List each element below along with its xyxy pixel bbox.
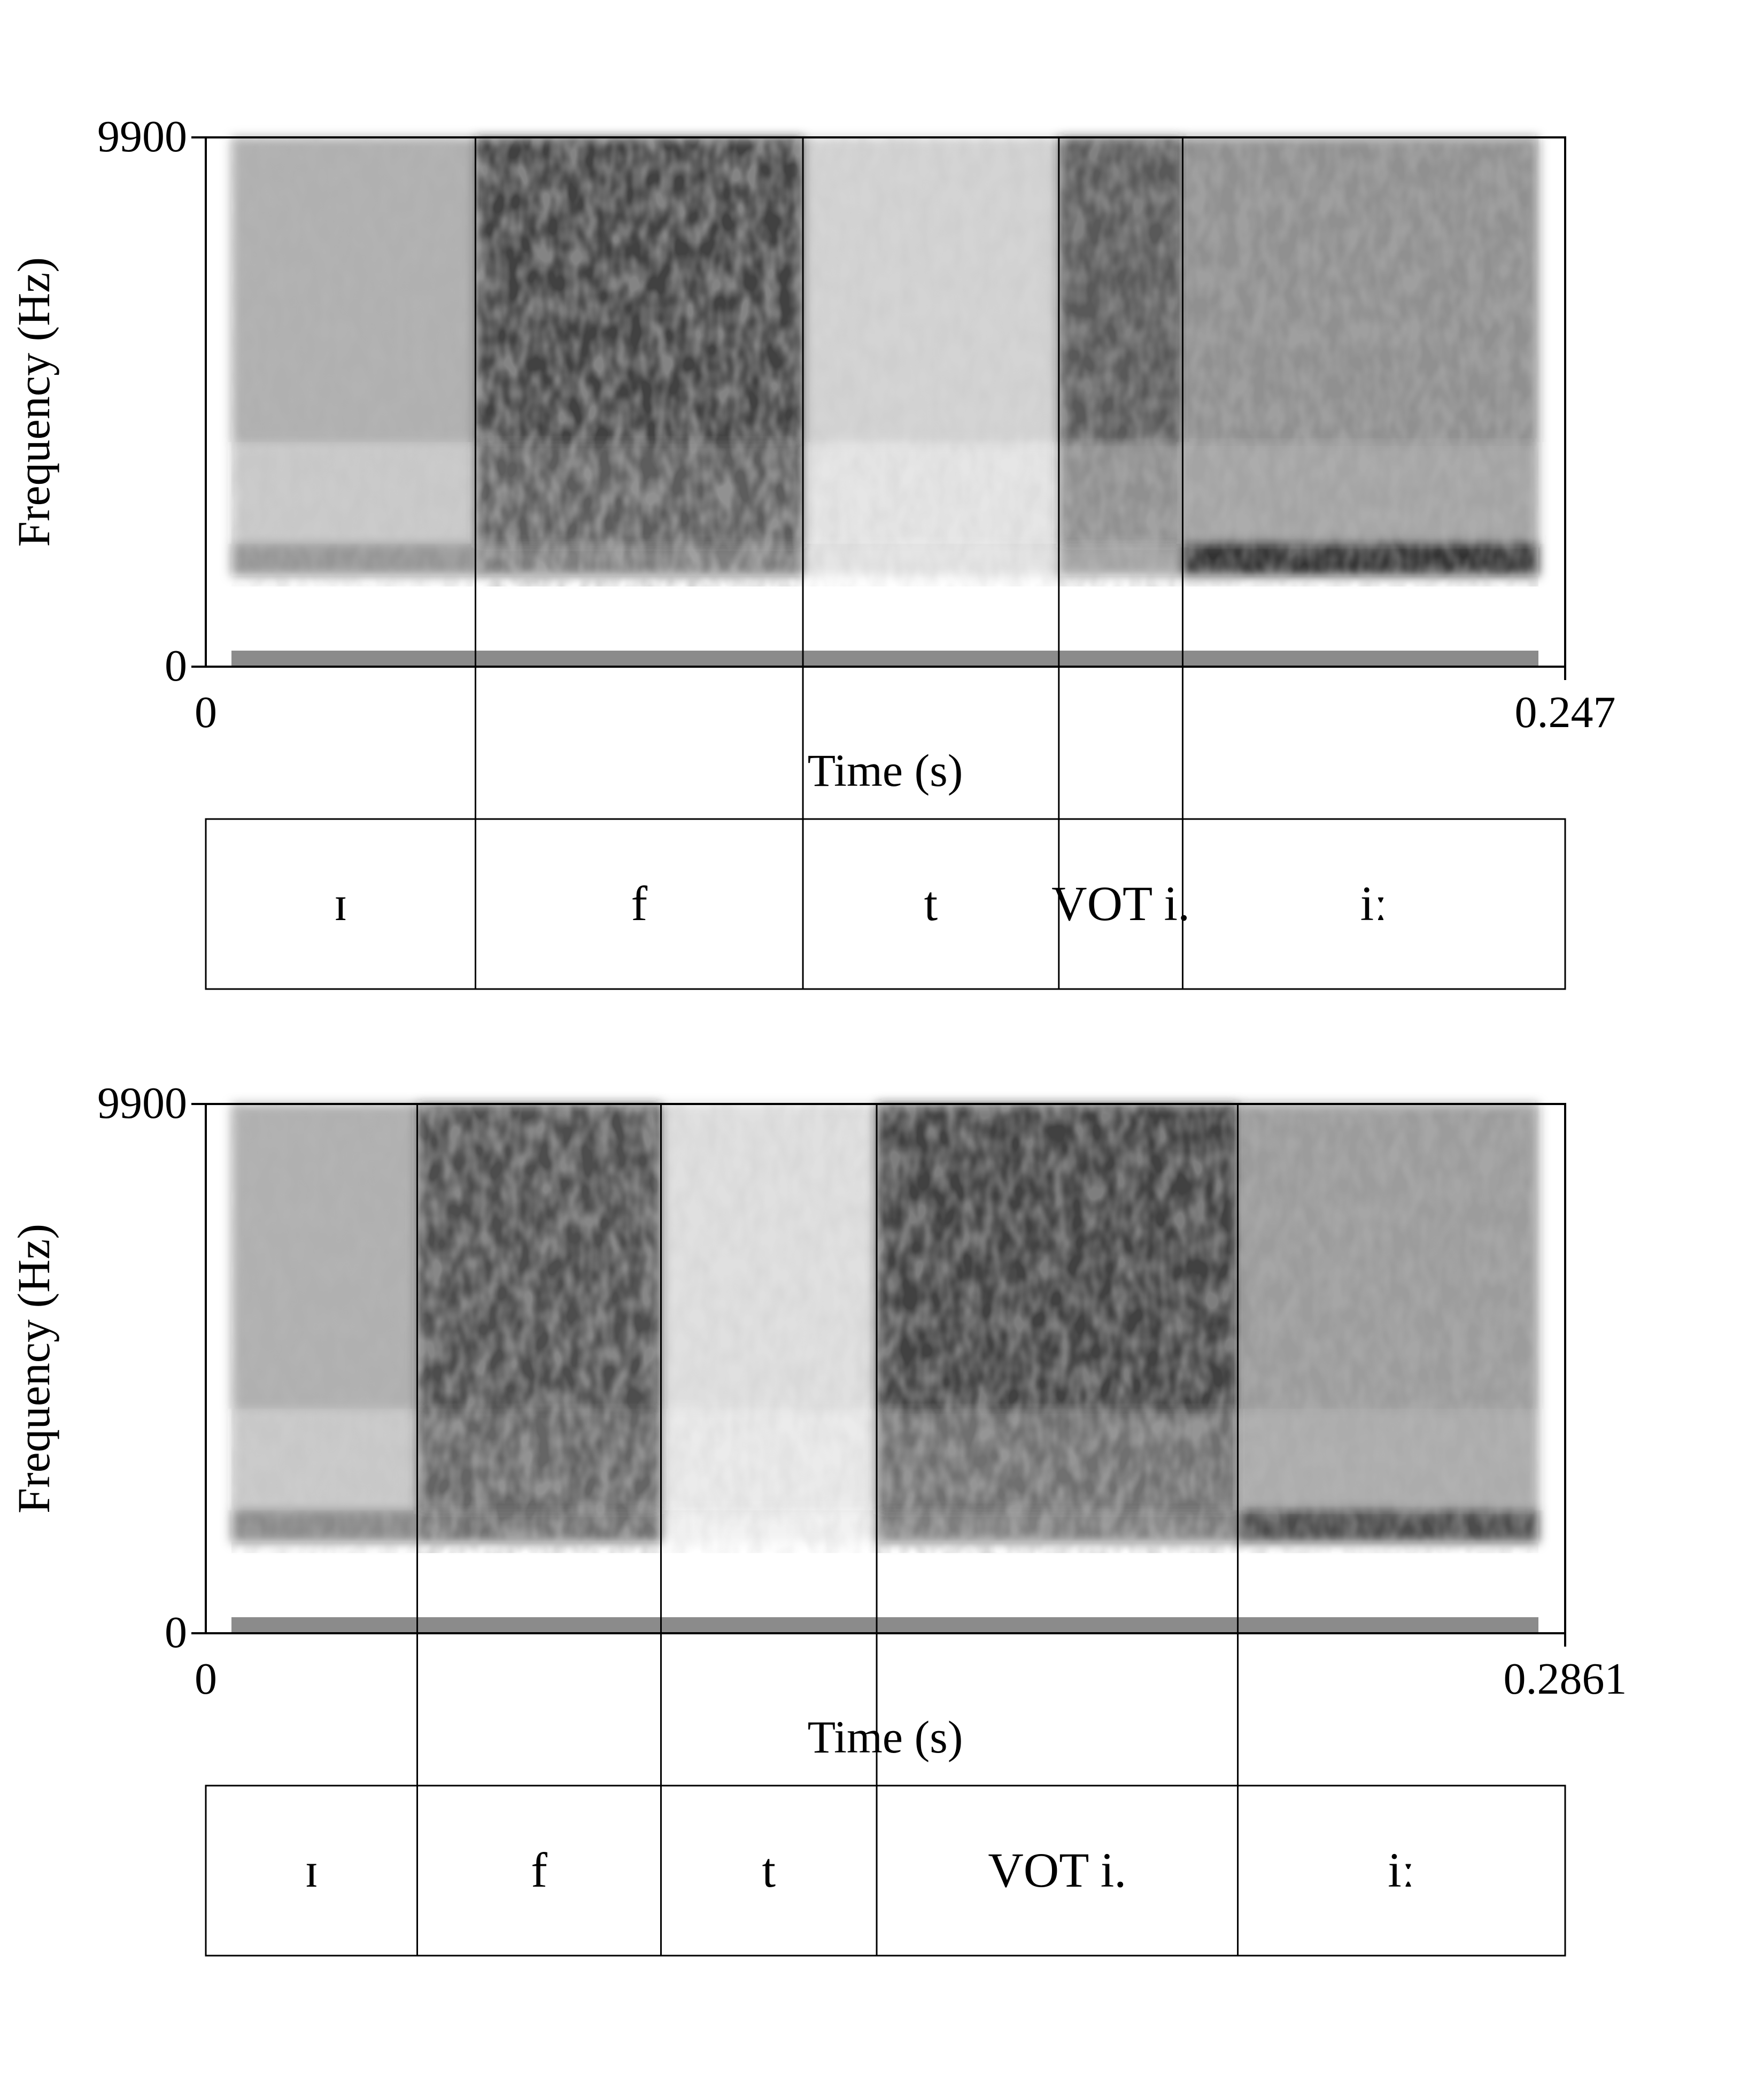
y-tick-label-max: 9900 <box>97 1078 187 1128</box>
baseline-band <box>231 1617 1538 1633</box>
spectrogram-texture <box>417 1104 661 1553</box>
x-tick-label-min: 0 <box>195 688 217 737</box>
plot-frame <box>205 136 1566 668</box>
baseline-band <box>231 651 1538 667</box>
segment-label: f <box>531 1843 547 1897</box>
x-tick-label-max: 0.247 <box>1515 688 1616 737</box>
x-tick-label-min: 0 <box>195 1654 217 1704</box>
x-tick-label-max: 0.2861 <box>1504 1654 1627 1704</box>
y-tick-label-min: 0 <box>165 1608 187 1657</box>
segment-label: t <box>762 1843 776 1897</box>
segment-boundaries <box>474 137 1183 989</box>
spectrogram-texture <box>1237 1104 1538 1553</box>
spectrogram-texture <box>231 137 476 586</box>
spectrogram-image <box>231 1104 1538 1633</box>
segment-boundaries <box>416 1104 1239 1956</box>
segment-label: iː <box>1388 1843 1415 1897</box>
y-axis-title: Frequency (Hz) <box>8 257 59 547</box>
textgrid-tier <box>205 818 1566 990</box>
spectrogram-texture <box>803 137 1059 586</box>
spectrogram-texture <box>475 137 803 586</box>
segment-label: t <box>924 876 938 931</box>
segment-labels: ɪ f t VOT i. iː <box>334 876 1387 931</box>
x-axis-title: Time (s) <box>808 1711 963 1763</box>
spectrogram-image <box>231 137 1538 667</box>
y-axis-title: Frequency (Hz) <box>8 1224 59 1513</box>
segment-label: VOT i. <box>1051 876 1190 931</box>
segment-label: ɪ <box>305 1843 319 1897</box>
segment-label: ɪ <box>334 876 347 931</box>
spectrogram-texture <box>231 1104 417 1553</box>
segment-labels: ɪ f t VOT i. iː <box>305 1843 1415 1897</box>
x-axis-title: Time (s) <box>808 745 963 796</box>
segment-label: iː <box>1360 876 1388 931</box>
spectrogram-texture <box>661 1104 877 1553</box>
plot-frame <box>205 1103 1566 1634</box>
textgrid-tier <box>205 1785 1566 1957</box>
spectrogram-texture <box>1182 137 1538 586</box>
spectrogram-panel-1: 9900 0 0 0.247 Time (s) Frequency (Hz) ɪ… <box>8 112 1616 990</box>
segment-label: VOT i. <box>988 1843 1126 1897</box>
segment-label: f <box>631 876 647 931</box>
spectrogram-texture <box>877 1104 1238 1553</box>
spectrogram-panel-2: 9900 0 0 0.2861 Time (s) Frequency (Hz) … <box>8 1078 1627 1957</box>
y-tick-label-min: 0 <box>165 641 187 691</box>
spectrogram-texture <box>1058 137 1183 586</box>
y-tick-label-max: 9900 <box>97 112 187 161</box>
